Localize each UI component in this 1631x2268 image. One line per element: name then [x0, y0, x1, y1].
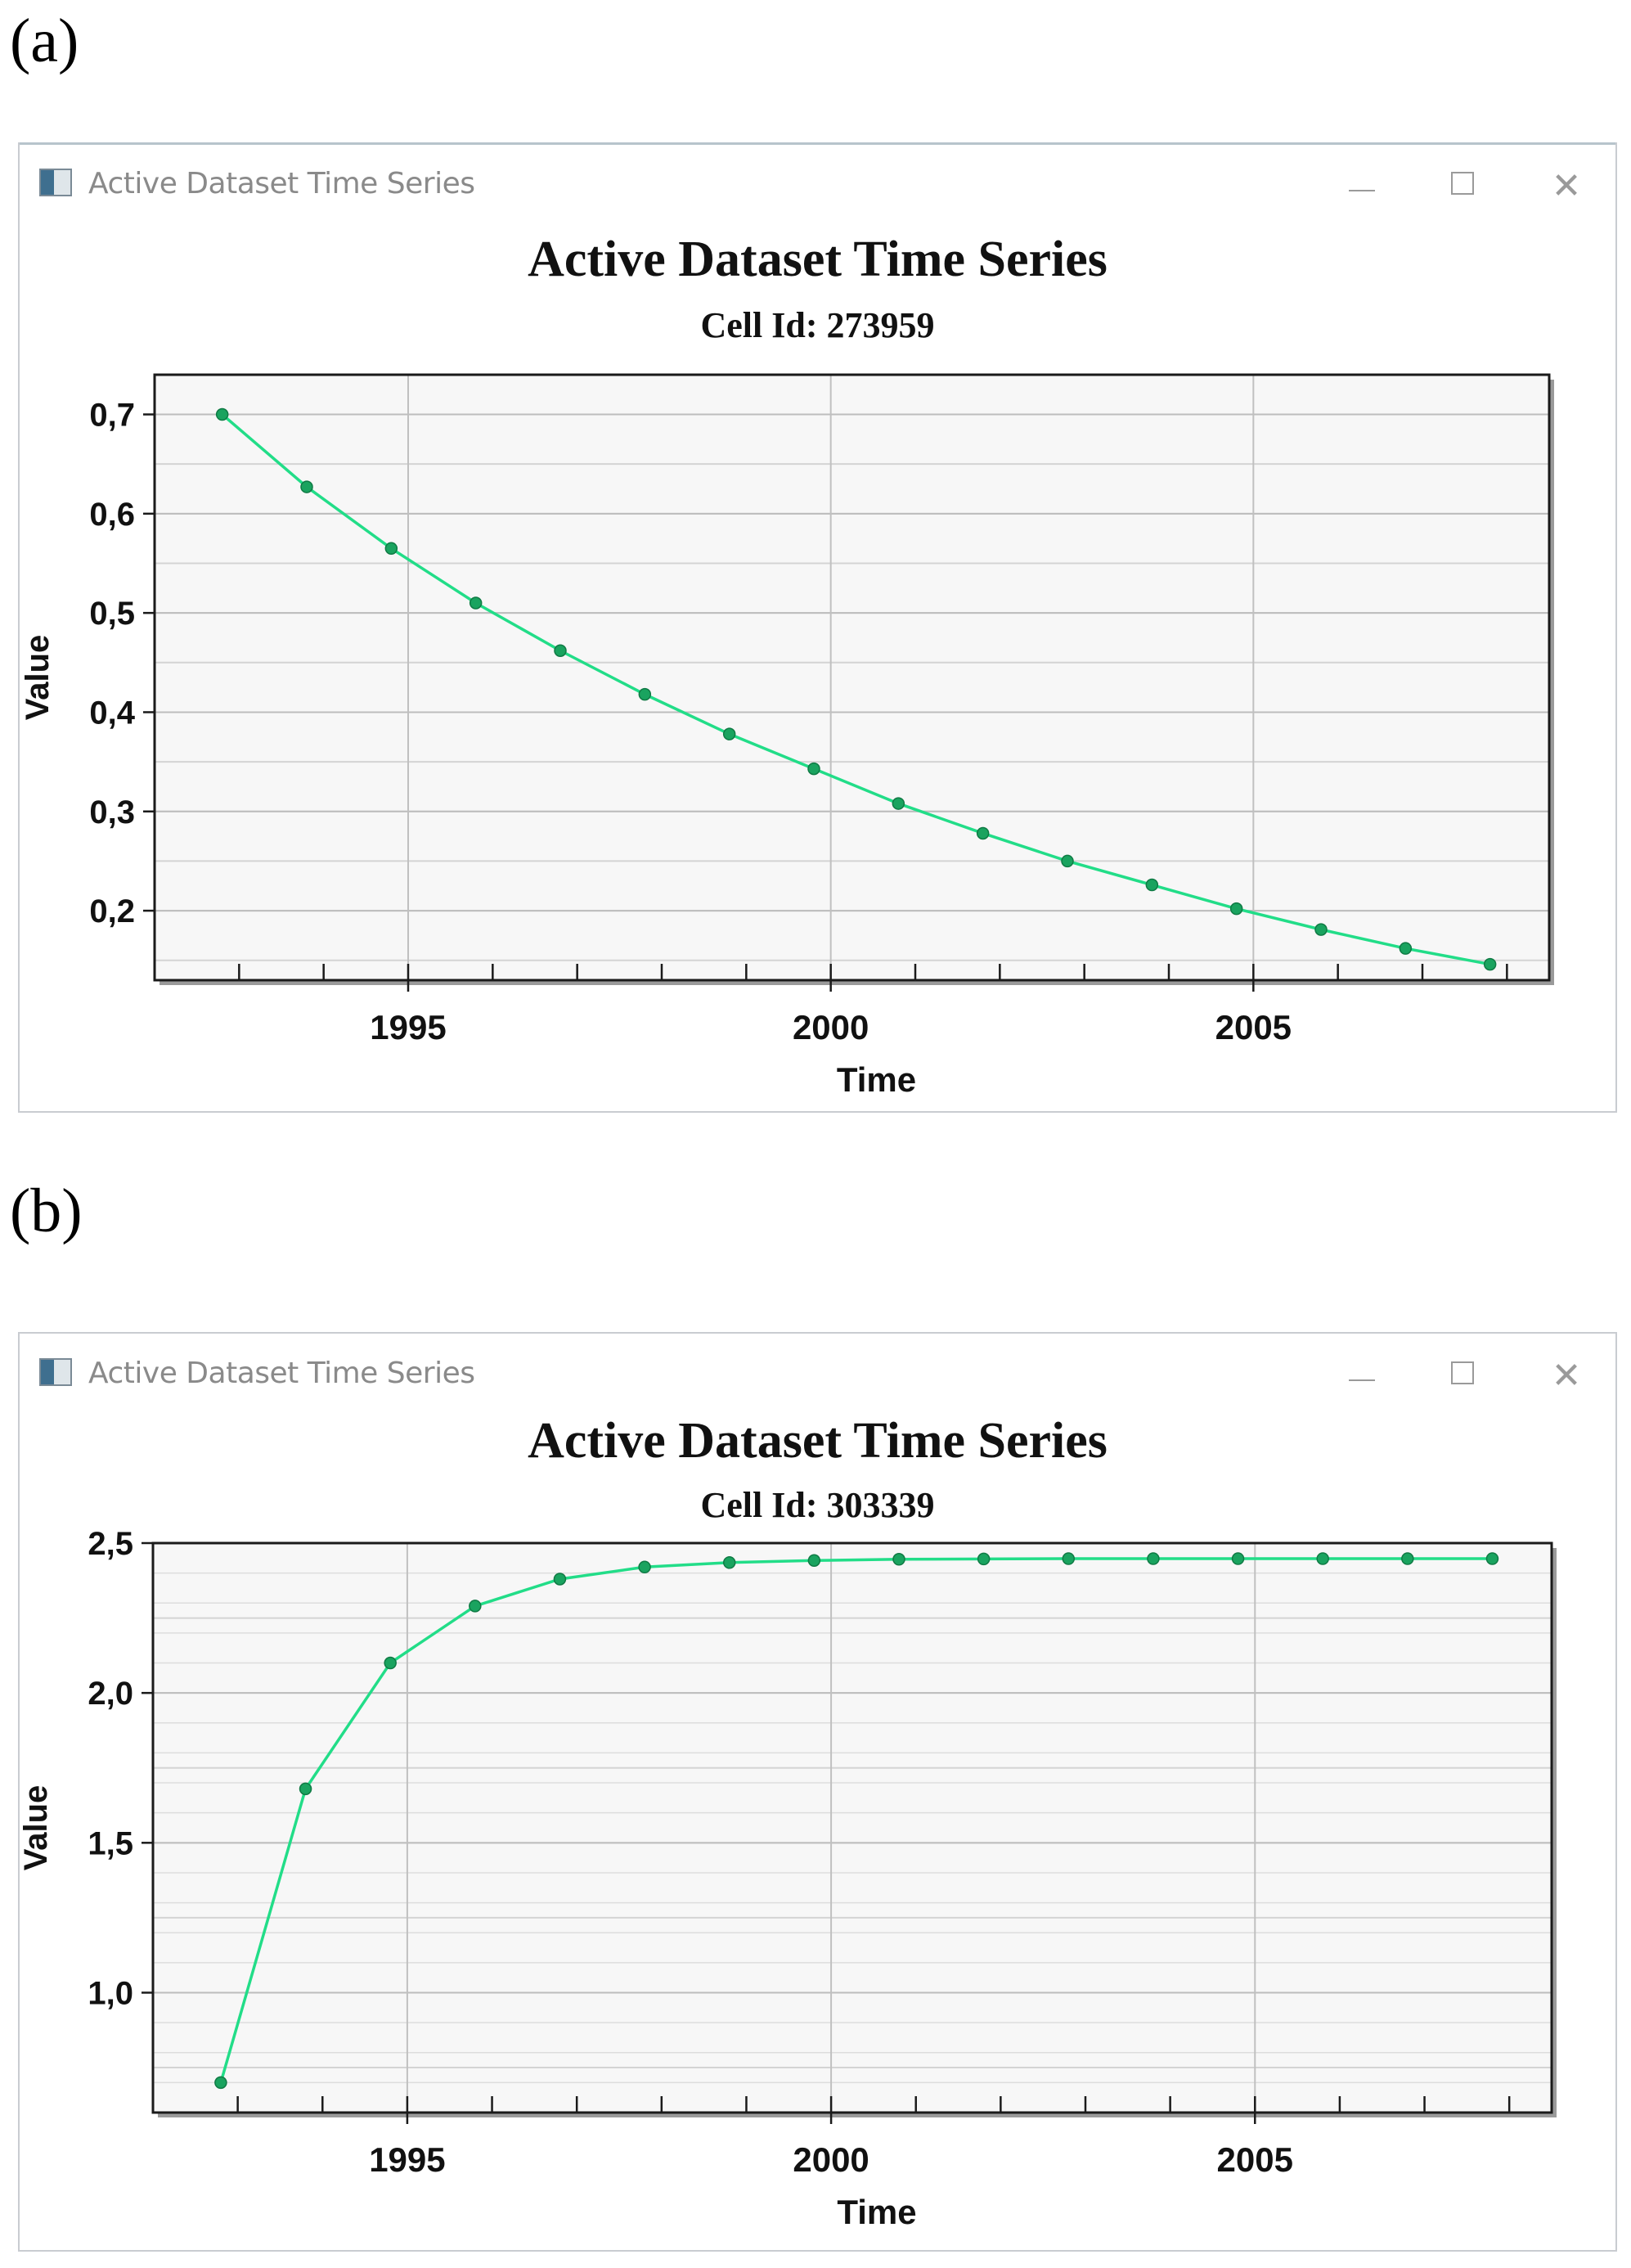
chart-title: Active Dataset Time Series	[528, 1413, 1108, 1469]
y-tick-label: 0,3	[89, 794, 135, 830]
chart-app-icon	[39, 1358, 72, 1386]
data-point	[1062, 1552, 1076, 1565]
plot-area	[155, 375, 1549, 980]
data-point	[1485, 1552, 1499, 1565]
chart-subtitle: Cell Id: 273959	[700, 305, 935, 345]
maximize-icon[interactable]	[1440, 1352, 1489, 1401]
data-point	[300, 480, 313, 493]
data-point	[638, 1560, 651, 1574]
y-tick-label: 2,0	[88, 1676, 133, 1712]
data-point	[384, 542, 398, 556]
data-point	[722, 1556, 736, 1569]
data-point	[1061, 854, 1074, 868]
panel-label-b: (b)	[10, 1177, 83, 1245]
minimize-icon[interactable]	[1337, 1352, 1386, 1401]
y-tick-label: 1,0	[88, 1975, 133, 2011]
y-tick-label: 0,7	[89, 398, 135, 434]
y-tick-label: 2,5	[88, 1526, 133, 1562]
x-axis-label: Time	[837, 2193, 916, 2231]
plot-area	[153, 1543, 1552, 2113]
data-point	[299, 1782, 312, 1796]
maximize-icon[interactable]	[1440, 162, 1489, 211]
data-point	[892, 797, 905, 810]
data-point	[1316, 1552, 1329, 1565]
data-point	[1314, 923, 1328, 936]
line-chart-a: 1995 2000 2005 0,2 0,3 0,4 0,5 0,6 0,7 Time Value	[20, 373, 1554, 1099]
data-point	[1231, 1552, 1245, 1565]
series-line	[221, 413, 1490, 966]
x-tick-label: 1995	[369, 2140, 445, 2179]
x-tick-label: 2000	[793, 2140, 869, 2179]
data-point	[214, 2076, 227, 2090]
data-point	[1229, 902, 1243, 916]
data-point	[1483, 957, 1497, 971]
chart-window-a: Active Dataset Time Series ✕ Active Data…	[18, 142, 1617, 1113]
x-tick-label: 2005	[1215, 1008, 1292, 1046]
window-titlebar[interactable]: Active Dataset Time Series ✕	[20, 144, 1615, 226]
data-point	[1147, 1552, 1160, 1565]
data-point	[807, 762, 820, 776]
window-title: Active Dataset Time Series	[88, 167, 475, 200]
data-point	[384, 1656, 397, 1670]
series-line	[219, 1557, 1493, 2083]
x-tick-label: 2005	[1217, 2140, 1293, 2179]
data-point	[469, 596, 483, 610]
x-tick-label: 1995	[370, 1008, 446, 1046]
chart-title: Active Dataset Time Series	[528, 232, 1108, 287]
x-tick-label: 2000	[793, 1008, 869, 1046]
minimize-icon[interactable]	[1337, 162, 1386, 211]
data-point	[807, 1554, 821, 1567]
y-axis-label: Value	[20, 1785, 54, 1871]
chart-app-icon	[39, 169, 72, 196]
data-point	[1399, 942, 1413, 955]
plot-frame	[153, 373, 1551, 982]
data-point	[1401, 1552, 1414, 1565]
data-point	[722, 727, 736, 740]
x-axis-label: Time	[837, 1060, 916, 1099]
data-point	[554, 644, 567, 657]
y-tick-label: 0,2	[89, 893, 135, 929]
panel-label-a: (a)	[10, 7, 79, 75]
chart-subtitle: Cell Id: 303339	[700, 1485, 935, 1525]
data-point	[892, 1553, 905, 1566]
data-point	[469, 1600, 482, 1613]
plot-frame	[151, 1541, 1553, 2114]
window-title: Active Dataset Time Series	[88, 1357, 475, 1390]
y-tick-label: 0,4	[89, 695, 135, 731]
data-point	[553, 1573, 567, 1586]
y-axis-label: Value	[20, 635, 56, 721]
y-tick-label: 0,6	[89, 497, 135, 533]
window-top-border	[20, 142, 1615, 145]
data-point	[638, 687, 652, 701]
window-titlebar[interactable]: Active Dataset Time Series ✕	[20, 1334, 1615, 1415]
data-point	[1145, 878, 1159, 892]
data-point	[977, 1552, 991, 1566]
y-tick-label: 0,5	[89, 596, 135, 632]
data-point	[976, 826, 990, 840]
close-icon[interactable]: ✕	[1551, 1355, 1582, 1397]
chart-window-b: Active Dataset Time Series ✕ Active Data…	[18, 1332, 1617, 2252]
line-chart-b: 1995 2000 2005 1,0 1,5 2,0 2,5 Time Value	[20, 1526, 1557, 2231]
y-tick-label: 1,5	[88, 1825, 133, 1861]
close-icon[interactable]: ✕	[1551, 165, 1582, 207]
data-point	[215, 407, 229, 421]
